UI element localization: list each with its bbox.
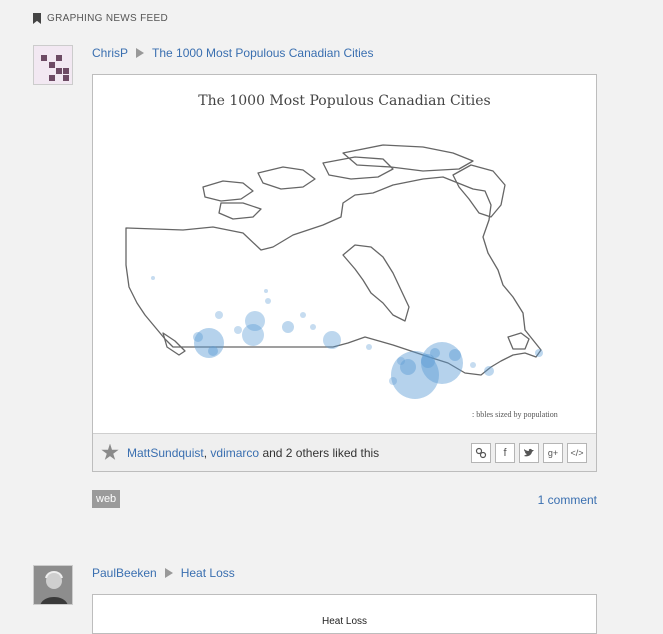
city-bubble — [151, 276, 155, 280]
graph-card: Heat Loss — [92, 594, 597, 634]
city-bubble — [264, 289, 268, 293]
bookmark-icon — [33, 13, 41, 24]
twitter-button[interactable] — [519, 442, 539, 463]
vancouver-island — [162, 332, 186, 356]
city-bubble — [391, 351, 439, 399]
city-bubble — [215, 311, 223, 319]
arrow-right-icon — [164, 568, 173, 578]
card-footer: MattSundquist, vdimarco and 2 others lik… — [93, 433, 596, 471]
city-bubble — [193, 332, 203, 342]
city-bubble — [366, 344, 372, 350]
city-bubble — [470, 362, 476, 368]
city-bubble — [300, 312, 306, 318]
city-bubble — [430, 348, 440, 358]
hudson-bay — [342, 244, 410, 322]
city-bubble — [535, 349, 543, 357]
embed-icon: </> — [570, 447, 584, 458]
google-plus-icon: g+ — [547, 447, 559, 458]
city-bubble — [397, 357, 405, 365]
feed-title: GRAPHING NEWS FEED — [47, 13, 168, 24]
twitter-icon — [524, 448, 534, 456]
embed-button[interactable]: </> — [567, 442, 587, 463]
google-plus-button[interactable]: g+ — [543, 442, 563, 463]
link-icon — [475, 447, 487, 458]
arctic-island-2 — [257, 166, 316, 190]
arctic-island-5 — [218, 202, 262, 220]
arctic-island-1 — [202, 180, 254, 202]
liker-link[interactable]: MattSundquist — [127, 445, 204, 460]
baffin-island — [452, 164, 506, 218]
avatar[interactable] — [33, 565, 73, 605]
post-title-link[interactable]: The 1000 Most Populous Canadian Cities — [152, 46, 374, 60]
city-bubble — [194, 328, 224, 358]
post-title-link[interactable]: Heat Loss — [180, 566, 235, 580]
city-bubble — [421, 354, 435, 368]
arctic-island-3 — [322, 156, 394, 180]
facebook-icon: f — [503, 446, 507, 459]
city-bubble — [323, 331, 341, 349]
feed-header: GRAPHING NEWS FEED — [33, 13, 168, 24]
graph-card: The 1000 Most Populous Canadian Cities — [92, 74, 597, 472]
city-bubble — [389, 377, 397, 385]
city-bubble — [449, 349, 461, 361]
facebook-button[interactable]: f — [495, 442, 515, 463]
city-bubble — [484, 366, 494, 376]
plot-title: The 1000 Most Populous Canadian Cities — [198, 93, 491, 109]
arctic-island-4 — [342, 144, 474, 172]
star-icon[interactable] — [101, 443, 119, 460]
arrow-right-icon — [136, 48, 145, 58]
author-link[interactable]: ChrisP — [92, 46, 129, 60]
city-bubble — [245, 311, 265, 331]
tag-badge[interactable]: web — [92, 490, 121, 508]
post-byline: PaulBeeken Heat Loss — [92, 566, 235, 580]
city-bubbles — [151, 276, 543, 399]
author-link[interactable]: PaulBeeken — [92, 566, 157, 580]
avatar[interactable] — [33, 45, 73, 85]
post-byline: ChrisP The 1000 Most Populous Canadian C… — [92, 46, 373, 60]
map-outline — [125, 176, 542, 376]
avatar-photo — [34, 566, 72, 604]
city-bubble — [421, 342, 463, 384]
city-bubble — [208, 346, 218, 356]
newfoundland — [507, 332, 530, 350]
city-bubble — [242, 324, 264, 346]
liker-link[interactable]: vdimarco — [210, 445, 260, 460]
likes-text: MattSundquist, vdimarco and 2 others lik… — [127, 445, 380, 460]
likes-rest: and 2 others liked this — [262, 445, 380, 460]
graph-plot[interactable]: The 1000 Most Populous Canadian Cities — [93, 75, 596, 434]
city-bubble — [400, 359, 416, 375]
link-button[interactable] — [471, 442, 491, 463]
city-bubble — [282, 321, 294, 333]
comments-link[interactable]: 1 comment — [537, 493, 597, 507]
share-buttons: f g+ </> — [471, 442, 587, 463]
city-bubble — [234, 326, 242, 334]
canada-map — [125, 144, 543, 399]
plot-title: Heat Loss — [321, 616, 368, 627]
plot-annotation: bbles sized by population : — [472, 410, 558, 419]
city-bubble — [310, 324, 316, 330]
city-bubble — [265, 298, 271, 304]
